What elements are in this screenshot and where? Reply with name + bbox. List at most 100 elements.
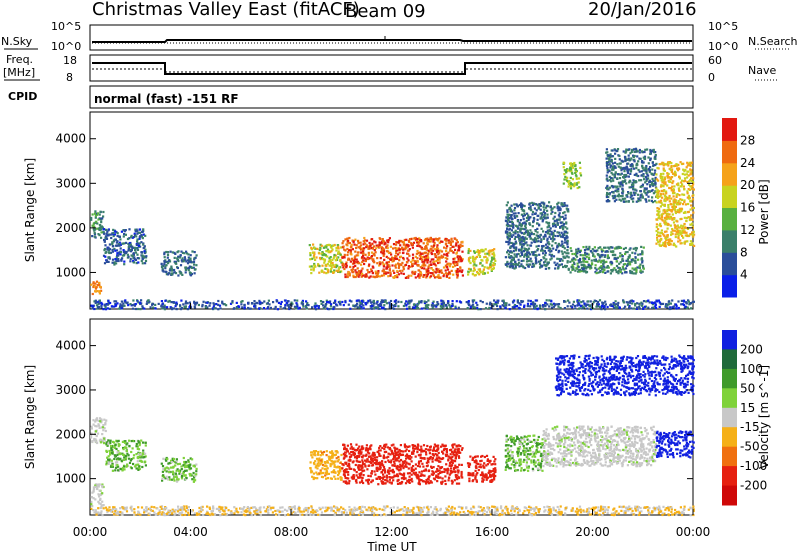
power-cell bbox=[440, 256, 444, 259]
power-cell bbox=[426, 254, 429, 257]
power-cell bbox=[608, 154, 611, 157]
power-cell bbox=[540, 239, 543, 242]
power-cell bbox=[526, 302, 530, 305]
power-cell bbox=[446, 273, 449, 276]
power-cell bbox=[189, 254, 192, 257]
power-cell bbox=[130, 234, 133, 237]
power-cell bbox=[333, 269, 336, 272]
power-cell bbox=[518, 307, 521, 310]
power-cell bbox=[518, 239, 521, 242]
power-cell bbox=[161, 303, 164, 306]
cpid-strip-frame bbox=[89, 85, 694, 109]
power-cell bbox=[133, 232, 136, 235]
power-cell bbox=[112, 233, 115, 236]
power-cell bbox=[182, 260, 185, 263]
power-ylabel: Slant Range [km] bbox=[23, 158, 37, 262]
power-cell bbox=[262, 307, 266, 310]
power-cell bbox=[655, 201, 658, 204]
power-cell bbox=[123, 263, 126, 266]
power-cell bbox=[610, 171, 613, 174]
power-cell bbox=[671, 185, 674, 188]
power-cell bbox=[585, 270, 589, 274]
power-cell bbox=[580, 301, 583, 304]
velocity-cell bbox=[144, 460, 147, 463]
power-cell bbox=[547, 224, 550, 227]
power-cell bbox=[118, 235, 121, 238]
power-cell bbox=[432, 244, 436, 247]
power-cell bbox=[143, 307, 146, 310]
power-cell bbox=[276, 300, 279, 303]
power-cell bbox=[157, 302, 160, 305]
power-cell bbox=[129, 248, 132, 251]
power-cell bbox=[506, 209, 509, 212]
power-cell bbox=[111, 241, 114, 244]
power-cell bbox=[481, 248, 484, 251]
power-cell bbox=[640, 170, 643, 173]
power-cell bbox=[474, 257, 477, 260]
power-cell bbox=[436, 259, 440, 262]
power-cell bbox=[355, 258, 358, 261]
power-cell bbox=[606, 191, 609, 195]
power-cell bbox=[441, 306, 444, 309]
power-cell bbox=[562, 166, 565, 169]
power-cell bbox=[135, 262, 138, 265]
power-cell bbox=[189, 271, 192, 275]
power-cell bbox=[584, 265, 587, 268]
power-cell bbox=[301, 299, 304, 302]
power-cell bbox=[406, 243, 409, 246]
power-cell bbox=[381, 247, 385, 250]
power-cell bbox=[651, 306, 654, 309]
power-cell bbox=[138, 231, 141, 234]
power-cell bbox=[629, 196, 632, 199]
power-cell bbox=[433, 260, 436, 263]
power-cell bbox=[686, 170, 689, 173]
power-cell bbox=[511, 220, 514, 223]
power-cell bbox=[567, 267, 570, 270]
power-cell bbox=[359, 301, 362, 305]
power-cell bbox=[618, 198, 621, 201]
power-cell bbox=[667, 162, 670, 165]
power-cell bbox=[134, 303, 137, 306]
power-cell bbox=[686, 306, 689, 309]
power-cell bbox=[132, 261, 136, 264]
power-cell bbox=[656, 236, 659, 239]
power-cell bbox=[467, 273, 470, 276]
power-cell bbox=[142, 228, 145, 231]
power-cell bbox=[659, 172, 663, 176]
power-cell bbox=[454, 261, 457, 264]
power-cell bbox=[437, 274, 440, 277]
power-cell bbox=[179, 254, 182, 257]
power-cell bbox=[456, 274, 459, 277]
velocity-cell bbox=[140, 439, 143, 442]
power-cell bbox=[331, 248, 334, 251]
power-cell bbox=[420, 307, 423, 310]
power-cell bbox=[544, 254, 547, 257]
power-cell bbox=[388, 268, 391, 272]
power-cell bbox=[566, 245, 569, 249]
power-cell bbox=[536, 237, 540, 240]
velocity-cell bbox=[160, 462, 163, 465]
power-cell bbox=[104, 255, 107, 258]
power-cell bbox=[510, 208, 513, 211]
power-cell bbox=[598, 299, 602, 302]
power-cell bbox=[630, 167, 633, 170]
power-cell bbox=[691, 218, 694, 221]
power-cell bbox=[658, 216, 661, 219]
power-cell bbox=[537, 240, 540, 243]
power-cell bbox=[425, 273, 428, 276]
power-cell bbox=[618, 177, 622, 180]
power-cell bbox=[361, 260, 364, 263]
power-cell bbox=[113, 247, 116, 251]
power-cell bbox=[540, 217, 543, 220]
power-cell bbox=[492, 256, 496, 259]
power-cell bbox=[529, 234, 532, 238]
power-cell bbox=[139, 308, 142, 311]
power-cell bbox=[106, 248, 109, 251]
power-cell bbox=[485, 259, 488, 262]
power-ytick-label: 1000 bbox=[55, 265, 86, 279]
velocity-cell bbox=[122, 465, 126, 468]
velocity-cell bbox=[162, 475, 166, 479]
velocity-cell bbox=[192, 480, 195, 483]
velocity-cell bbox=[120, 459, 123, 462]
